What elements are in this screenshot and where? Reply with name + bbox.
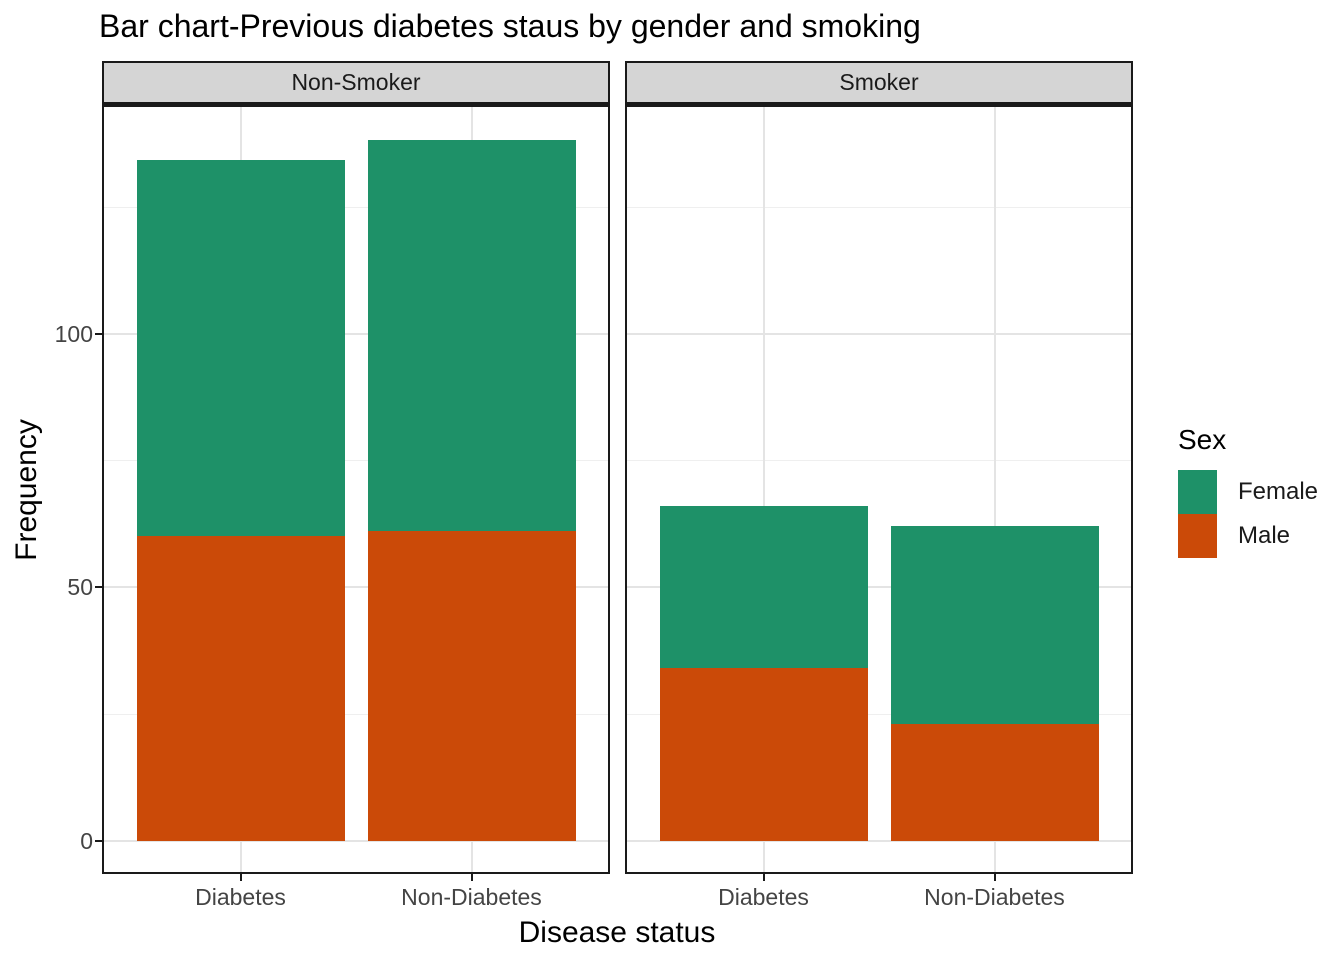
bar-smoker-non-diabetes: [890, 526, 1099, 841]
gridline-major: [102, 840, 610, 842]
legend-swatch-female-icon: [1178, 470, 1217, 514]
x-tick-label: Non-Diabetes: [401, 884, 542, 910]
x-axis-tick: [470, 874, 473, 881]
bar-segment-male: [659, 668, 868, 841]
x-axis-tick: [762, 874, 765, 881]
x-tick-label: Non-Diabetes: [924, 884, 1065, 910]
gridline-minor: [102, 207, 610, 208]
y-tick-label: 50: [67, 574, 93, 601]
facet-strip-smoker: Smoker: [625, 61, 1133, 105]
gridline-minor: [625, 207, 1133, 208]
gridline-major: [625, 333, 1133, 335]
gridline-minor: [625, 460, 1133, 461]
legend-title: Sex: [1178, 424, 1227, 455]
x-tick-label: Diabetes: [195, 884, 286, 910]
facet-panel-non-smoker: [102, 105, 610, 874]
legend: Sex Female Male: [1178, 424, 1318, 558]
facet-strip-label: Non-Smoker: [291, 69, 421, 95]
gridline-minor: [102, 714, 610, 715]
x-axis-title: Disease status: [518, 916, 716, 949]
legend-item-female: Female: [1178, 470, 1318, 514]
gridline-minor: [102, 460, 610, 461]
bar-segment-male: [890, 724, 1099, 841]
facet-strip-non-smoker: Non-Smoker: [102, 61, 610, 105]
y-axis-title: Frequency: [10, 419, 43, 561]
x-tick-label: Diabetes: [718, 884, 809, 910]
legend-label-male: Male: [1238, 522, 1291, 549]
y-tick-label: 100: [54, 320, 93, 347]
gridline-major: [102, 333, 610, 335]
bar-segment-male: [367, 531, 576, 841]
y-axis-tick: [95, 840, 102, 842]
gridline-major: [102, 586, 610, 588]
legend-item-male: Male: [1178, 514, 1318, 558]
bar-segment-female: [367, 140, 576, 531]
bar-non-smoker-non-diabetes: [367, 140, 576, 841]
facet-panel-smoker: [625, 105, 1133, 874]
x-axis-tick: [993, 874, 996, 881]
bar-smoker-diabetes: [659, 506, 868, 841]
bar-segment-female: [136, 160, 345, 536]
y-axis-tick: [95, 332, 102, 335]
gridline-major-vertical: [762, 105, 765, 874]
bar-segment-female: [890, 526, 1099, 724]
gridline-major: [625, 840, 1133, 842]
gridline-major-vertical: [993, 105, 996, 874]
facet-strip-label: Smoker: [839, 69, 919, 95]
chart-title: Bar chart-Previous diabetes staus by gen…: [99, 8, 921, 44]
bar-non-smoker-diabetes: [136, 160, 345, 841]
y-axis-tick: [95, 586, 102, 589]
legend-label-female: Female: [1238, 478, 1319, 505]
x-axis-tick: [239, 874, 242, 881]
y-tick-label: 0: [80, 828, 93, 854]
bar-segment-female: [659, 506, 868, 668]
legend-swatch-male-icon: [1178, 514, 1217, 558]
gridline-major: [625, 586, 1133, 588]
bar-segment-male: [136, 536, 345, 841]
gridline-minor: [625, 714, 1133, 715]
